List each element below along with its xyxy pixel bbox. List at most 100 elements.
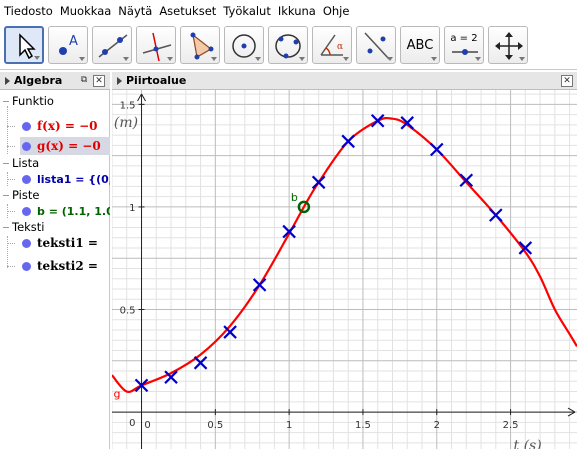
- reflect-tool-button[interactable]: [356, 26, 396, 64]
- menu-bar: Tiedosto Muokkaa Näytä Asetukset Työkalu…: [0, 0, 577, 22]
- slider-icon: [452, 49, 478, 55]
- text-tool-button[interactable]: ABC: [400, 26, 440, 64]
- svg-text:A: A: [69, 34, 78, 49]
- text-value: teksti1 =: [37, 236, 98, 250]
- function-g-curve[interactable]: [112, 116, 577, 394]
- algebra-item-teksti2[interactable]: teksti2 =: [20, 257, 110, 275]
- collapse-arrow-icon[interactable]: [117, 76, 122, 85]
- x-tick-label: 1.5: [355, 420, 371, 431]
- y-axis-arrow-icon: [137, 93, 146, 102]
- point-tool-button[interactable]: A: [48, 26, 88, 64]
- algebra-item-g[interactable]: g(x) = −0: [20, 137, 110, 155]
- perpendicular-line-icon: [142, 32, 172, 62]
- circle-tool-button[interactable]: [224, 26, 264, 64]
- y-tick-label: 1.5: [120, 100, 136, 111]
- function-f-value: f(x) = −0: [37, 119, 98, 133]
- data-point-marker: [459, 173, 474, 188]
- slider-tool-label: a = 2: [450, 33, 478, 44]
- menu-view[interactable]: Näytä: [118, 4, 153, 18]
- data-point-marker: [370, 113, 385, 128]
- x-tick-label: 0.5: [207, 420, 223, 431]
- slider-tool-button[interactable]: a = 2: [444, 26, 484, 64]
- menu-file[interactable]: Tiedosto: [4, 4, 53, 18]
- text-tool-label: ABC: [406, 37, 434, 53]
- x-axis-arrow-icon: [567, 407, 576, 417]
- data-point-marker: [252, 278, 267, 292]
- perpendicular-tool-button[interactable]: [136, 26, 176, 64]
- move-graphics-tool-button[interactable]: [488, 26, 528, 64]
- graphics-panel-title: Piirtoalue: [126, 74, 187, 87]
- point-value: b = (1.1, 1.0: [37, 204, 110, 218]
- algebra-item-lista1[interactable]: lista1 = {(0,: [20, 170, 110, 188]
- svg-text:α: α: [337, 42, 343, 52]
- close-icon[interactable]: ✕: [93, 75, 105, 87]
- menu-options[interactable]: Asetukset: [159, 4, 217, 18]
- axes: [112, 93, 576, 449]
- line-through-points-icon: [98, 34, 128, 58]
- x-tick-label: 0: [144, 420, 150, 431]
- data-point-marker: [164, 370, 178, 384]
- reflect-about-line-icon: [364, 32, 390, 60]
- x-tick-label: 1: [286, 420, 292, 431]
- category-label: Piste: [12, 188, 40, 202]
- x-tick-label: 2.5: [503, 420, 519, 431]
- algebra-item-b[interactable]: b = (1.1, 1.0: [20, 202, 110, 220]
- data-point-marker: [489, 208, 503, 222]
- circle-center-point-icon: [232, 34, 256, 58]
- algebra-item-teksti1[interactable]: teksti1 =: [20, 234, 110, 252]
- category-functions[interactable]: Funktio: [3, 94, 54, 108]
- x-axis-label: t (s): [514, 438, 542, 449]
- point-icon: A: [59, 34, 78, 55]
- grid-minor: [112, 90, 577, 449]
- point-b[interactable]: [297, 200, 311, 214]
- graphics-panel: Piirtoalue ✕ 0 0.5 1 1.5 2 2.5 0 0.5 1 1.5 x (m) …: [112, 72, 577, 449]
- data-point-marker: [341, 134, 355, 149]
- visibility-toggle-icon[interactable]: [22, 206, 31, 216]
- line-tool-button[interactable]: [92, 26, 132, 64]
- collapse-arrow-icon[interactable]: [5, 76, 10, 85]
- data-point-marker: [282, 224, 296, 239]
- toolbar: A: [0, 22, 577, 70]
- data-point-marker: [311, 175, 326, 190]
- visibility-toggle-icon[interactable]: [22, 261, 31, 271]
- menu-window[interactable]: Ikkuna: [277, 4, 316, 18]
- y-tick-label: 1: [129, 203, 135, 214]
- category-label: Funktio: [12, 94, 54, 108]
- polygon-icon: [190, 32, 214, 60]
- list-value: lista1 = {(0,: [37, 172, 110, 186]
- y-tick-label: 0.5: [120, 306, 136, 317]
- menu-edit[interactable]: Muokkaa: [59, 4, 112, 18]
- move-arrows-icon: [495, 32, 523, 60]
- visibility-toggle-icon[interactable]: [22, 174, 31, 184]
- cursor-arrow-icon: [19, 33, 36, 60]
- move-tool-button[interactable]: [4, 26, 44, 64]
- circle-three-points-tool-button[interactable]: [268, 26, 308, 64]
- menu-tools[interactable]: Työkalut: [223, 4, 271, 18]
- visibility-toggle-icon[interactable]: [22, 141, 31, 151]
- data-point-marker: [518, 241, 533, 255]
- undock-icon[interactable]: ⧉: [80, 75, 88, 85]
- graphics-view[interactable]: 0 0.5 1 1.5 2 2.5 0 0.5 1 1.5 x (m) t (s) g b: [112, 90, 577, 449]
- visibility-toggle-icon[interactable]: [22, 121, 31, 131]
- category-texts[interactable]: Teksti: [3, 220, 45, 234]
- x-tick-label: 2: [434, 420, 440, 431]
- visibility-toggle-icon[interactable]: [22, 238, 31, 248]
- curve-label: g: [113, 388, 120, 401]
- data-point-marker: [134, 378, 149, 393]
- graphics-panel-header: Piirtoalue ✕: [112, 72, 577, 90]
- data-markers: [134, 113, 533, 393]
- algebra-panel: Algebra ⧉ ✕ Funktio f(x) = −0 g(x) = −0 …: [0, 72, 110, 449]
- data-point-marker: [400, 116, 415, 130]
- circle-three-points-icon: [275, 34, 301, 59]
- y-axis-label: x (m): [112, 115, 138, 131]
- category-label: Lista: [12, 156, 40, 170]
- point-b-label: b: [291, 191, 298, 204]
- algebra-item-f[interactable]: f(x) = −0: [20, 117, 110, 135]
- y-tick-label: 0: [129, 418, 135, 429]
- menu-help[interactable]: Ohje: [322, 4, 350, 18]
- polygon-tool-button[interactable]: [180, 26, 220, 64]
- angle-tool-button[interactable]: α: [312, 26, 352, 64]
- category-lists[interactable]: Lista: [3, 156, 40, 170]
- close-icon[interactable]: ✕: [561, 75, 573, 87]
- category-points[interactable]: Piste: [3, 188, 40, 202]
